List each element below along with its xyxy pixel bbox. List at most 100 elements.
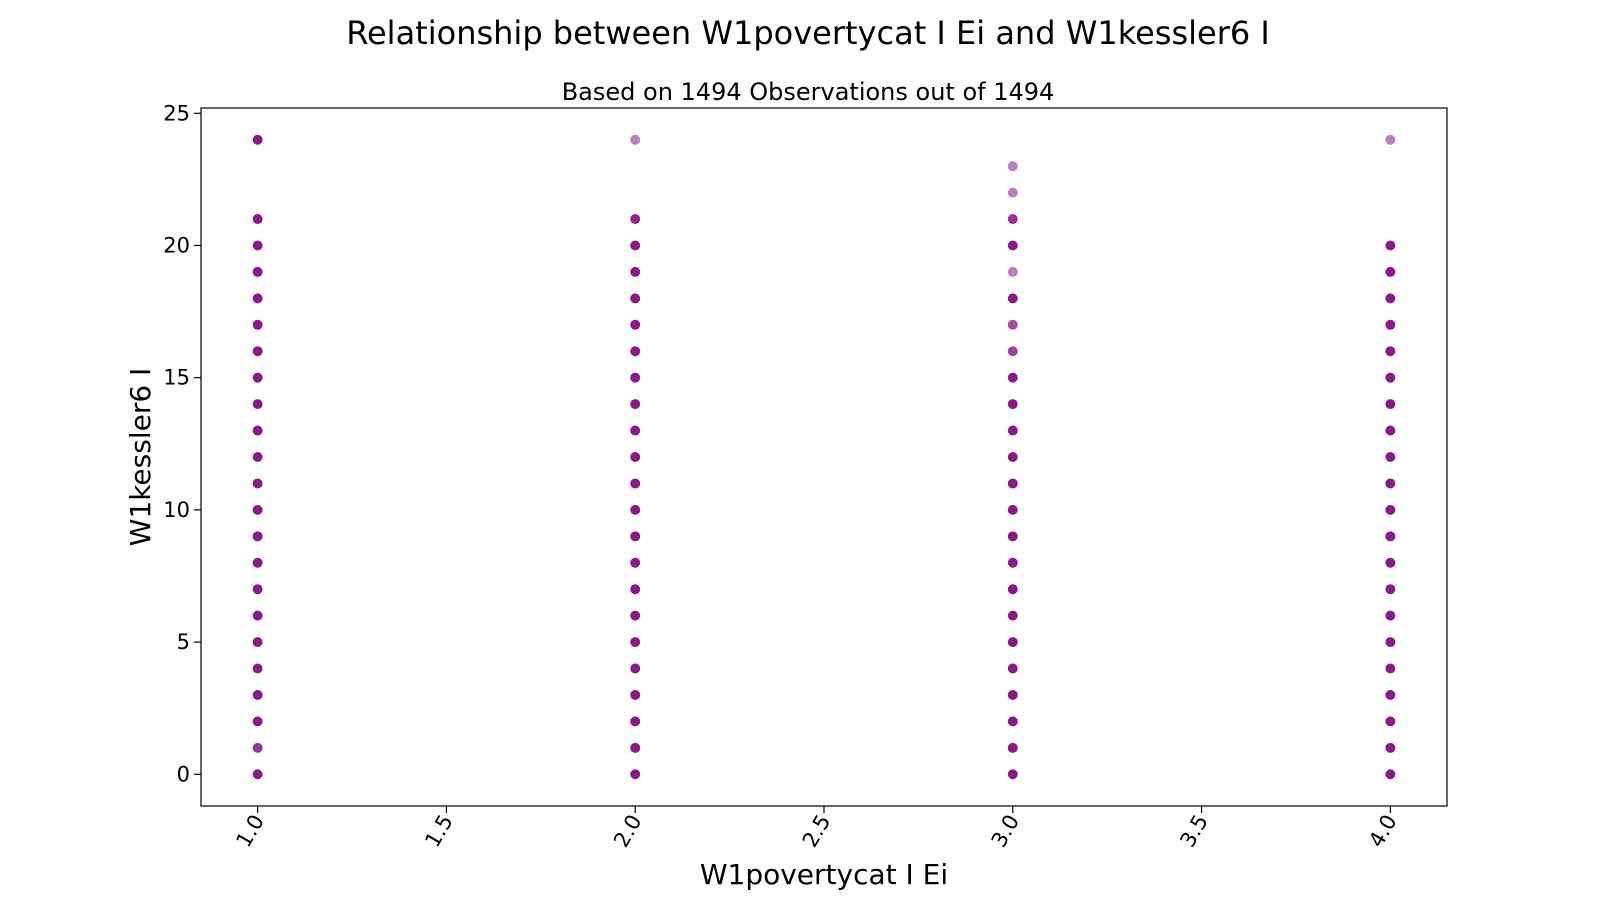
data-point bbox=[630, 266, 641, 277]
chart-title: Relationship between W1povertycat I Ei a… bbox=[346, 14, 1270, 52]
data-point bbox=[630, 610, 641, 621]
data-point bbox=[252, 769, 263, 780]
data-point bbox=[1385, 610, 1396, 621]
data-point bbox=[252, 425, 263, 436]
data-point bbox=[252, 557, 263, 568]
data-point bbox=[252, 372, 263, 383]
data-point bbox=[1007, 637, 1018, 648]
y-tick-label: 20 bbox=[163, 233, 190, 257]
data-point bbox=[1385, 372, 1396, 383]
data-point bbox=[1385, 742, 1396, 753]
x-tick-label: 1.0 bbox=[231, 811, 268, 852]
y-tick-label: 0 bbox=[177, 762, 190, 786]
data-point bbox=[630, 240, 641, 251]
data-point bbox=[1007, 531, 1018, 542]
x-tick-label: 1.5 bbox=[420, 811, 457, 852]
data-point bbox=[252, 346, 263, 357]
data-point bbox=[1385, 240, 1396, 251]
y-axis-label: W1kessler6 I bbox=[124, 368, 157, 547]
data-point bbox=[1007, 399, 1018, 410]
data-point bbox=[252, 742, 263, 753]
data-point bbox=[1007, 584, 1018, 595]
data-point bbox=[252, 399, 263, 410]
data-point bbox=[1385, 557, 1396, 568]
data-point bbox=[1007, 266, 1018, 277]
data-point bbox=[1007, 610, 1018, 621]
data-point bbox=[1007, 689, 1018, 700]
data-point bbox=[252, 134, 263, 145]
data-point bbox=[252, 663, 263, 674]
data-point bbox=[252, 504, 263, 515]
data-point bbox=[630, 716, 641, 727]
data-point bbox=[1007, 214, 1018, 225]
data-points bbox=[252, 134, 1396, 780]
x-tick-label: 2.0 bbox=[609, 811, 646, 852]
data-point bbox=[630, 504, 641, 515]
data-point bbox=[1385, 425, 1396, 436]
data-point bbox=[1007, 504, 1018, 515]
data-point bbox=[252, 214, 263, 225]
data-point bbox=[1007, 319, 1018, 330]
data-point bbox=[1385, 399, 1396, 410]
data-point bbox=[1385, 689, 1396, 700]
data-point bbox=[630, 134, 641, 145]
data-point bbox=[252, 452, 263, 462]
data-point bbox=[252, 610, 263, 621]
y-tick-label: 5 bbox=[177, 630, 190, 654]
data-point bbox=[1007, 663, 1018, 674]
data-point bbox=[1385, 504, 1396, 515]
data-point bbox=[1385, 531, 1396, 542]
data-point bbox=[1007, 769, 1018, 780]
data-point bbox=[1007, 187, 1018, 198]
data-point bbox=[1385, 266, 1396, 277]
data-point bbox=[630, 399, 641, 410]
data-point bbox=[1385, 769, 1396, 780]
data-point bbox=[252, 240, 263, 251]
data-point bbox=[1385, 637, 1396, 648]
data-point bbox=[1007, 372, 1018, 383]
data-point bbox=[630, 584, 641, 595]
data-point bbox=[630, 478, 641, 489]
data-point bbox=[1007, 346, 1018, 357]
y-tick-label: 15 bbox=[163, 366, 190, 390]
data-point bbox=[252, 689, 263, 700]
data-point bbox=[1385, 452, 1396, 462]
x-axis-label: W1povertycat I Ei bbox=[700, 858, 948, 891]
data-point bbox=[1007, 557, 1018, 568]
data-point bbox=[252, 293, 263, 304]
data-point bbox=[252, 266, 263, 277]
data-point bbox=[1007, 293, 1018, 304]
x-tick-label: 2.5 bbox=[798, 811, 835, 852]
data-point bbox=[630, 637, 641, 648]
data-point bbox=[1385, 346, 1396, 357]
data-point bbox=[630, 372, 641, 383]
data-point bbox=[630, 293, 641, 304]
data-point bbox=[252, 637, 263, 648]
data-point bbox=[1007, 161, 1018, 172]
data-point bbox=[630, 214, 641, 225]
data-point bbox=[630, 557, 641, 568]
data-point bbox=[252, 319, 263, 330]
data-point bbox=[1007, 716, 1018, 727]
data-point bbox=[630, 319, 641, 330]
chart-subtitle: Based on 1494 Observations out of 1494 bbox=[562, 78, 1055, 106]
x-tick-label: 3.5 bbox=[1175, 811, 1212, 852]
data-point bbox=[1007, 742, 1018, 753]
data-point bbox=[630, 346, 641, 357]
data-point bbox=[630, 531, 641, 542]
data-point bbox=[1385, 319, 1396, 330]
plot-frame bbox=[200, 107, 1448, 807]
data-point bbox=[630, 425, 641, 436]
data-point bbox=[630, 742, 641, 753]
x-axis: 1.0 1.5 2.0 2.5 3.0 3.5 4.0 bbox=[231, 806, 1402, 852]
data-point bbox=[1385, 584, 1396, 595]
data-point bbox=[1007, 425, 1018, 436]
x-tick-label: 3.0 bbox=[987, 811, 1024, 852]
data-point bbox=[1385, 663, 1396, 674]
data-point bbox=[1385, 293, 1396, 304]
data-point bbox=[1007, 478, 1018, 489]
y-tick-label: 25 bbox=[163, 101, 190, 125]
data-point bbox=[252, 584, 263, 595]
data-point bbox=[1385, 716, 1396, 727]
data-point bbox=[252, 478, 263, 489]
